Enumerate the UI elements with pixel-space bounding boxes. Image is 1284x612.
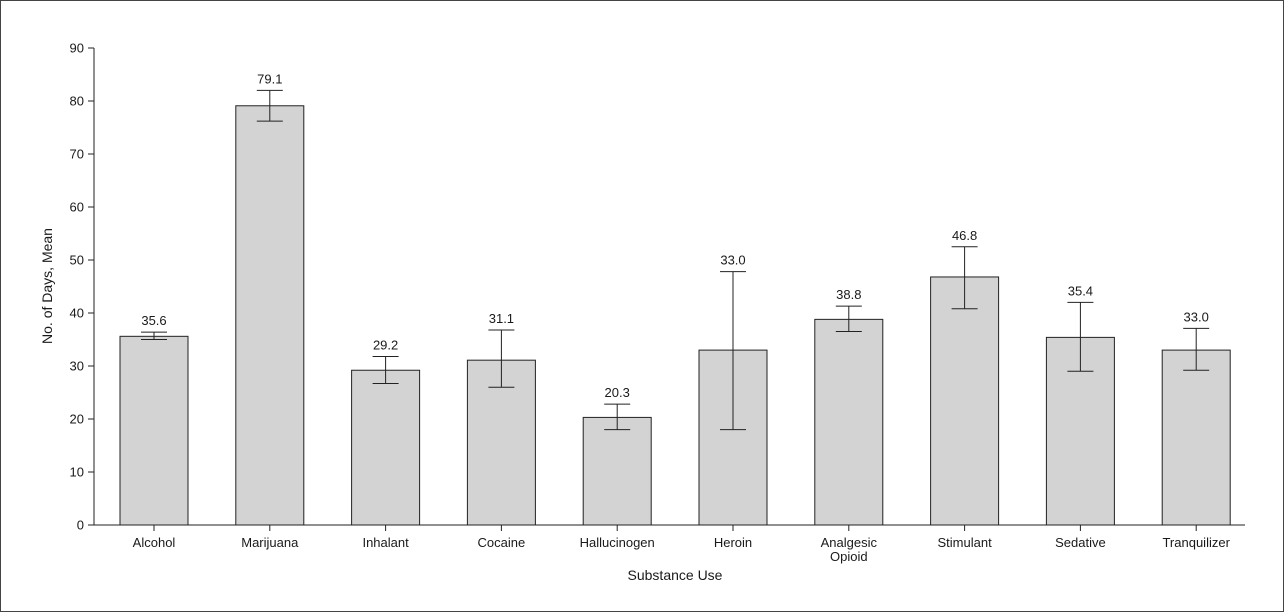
data-label: 20.3 <box>605 385 630 400</box>
bars-group: 35.6 79.1 29.2 31.1 20.3 33.0 38.8 46.8 35.4 33.0 <box>119 71 1231 526</box>
bar <box>930 276 1000 526</box>
bar <box>814 318 884 526</box>
x-tick-label: Hallucinogen <box>580 535 655 550</box>
x-axis: Alcohol Marijuana Inhalant Cocaine Hallucino… <box>94 524 1245 564</box>
x-tick-label: Tranquilizer <box>1162 535 1230 550</box>
x-tick-label: Analgesic <box>821 535 878 550</box>
data-label: 35.6 <box>141 313 166 328</box>
data-label: 46.8 <box>952 228 977 243</box>
x-tick-label: Stimulant <box>937 535 992 550</box>
bar <box>119 335 189 526</box>
data-label: 35.4 <box>1068 283 1093 298</box>
x-tick-label: Opioid <box>830 549 868 564</box>
y-tick-label: 30 <box>70 359 84 374</box>
y-axis: 0 10 20 30 40 50 60 70 80 90 <box>70 41 95 533</box>
bar <box>582 416 652 526</box>
y-tick-label: 70 <box>70 147 84 162</box>
x-tick-label: Heroin <box>714 535 752 550</box>
y-tick-label: 60 <box>70 200 84 215</box>
y-tick-label: 0 <box>77 518 84 533</box>
y-axis-title: No. of Days, Mean <box>39 228 55 344</box>
x-tick-label: Inhalant <box>362 535 409 550</box>
bar <box>235 105 305 526</box>
x-tick-label: Marijuana <box>241 535 299 550</box>
bar <box>351 369 421 526</box>
x-tick-label: Sedative <box>1055 535 1106 550</box>
data-label: 33.0 <box>720 253 745 268</box>
x-tick-label: Alcohol <box>133 535 176 550</box>
y-tick-label: 40 <box>70 306 84 321</box>
data-label: 33.0 <box>1184 309 1209 324</box>
y-tick-label: 20 <box>70 412 84 427</box>
y-tick-label: 50 <box>70 253 84 268</box>
x-axis-title: Substance Use <box>628 567 723 583</box>
data-label: 29.2 <box>373 337 398 352</box>
bar <box>1161 349 1231 526</box>
y-tick-label: 80 <box>70 94 84 109</box>
data-label: 79.1 <box>257 71 282 86</box>
x-tick-label: Cocaine <box>478 535 526 550</box>
data-label: 31.1 <box>489 311 514 326</box>
data-label: 38.8 <box>836 287 861 302</box>
y-tick-label: 90 <box>70 41 84 56</box>
y-tick-label: 10 <box>70 465 84 480</box>
